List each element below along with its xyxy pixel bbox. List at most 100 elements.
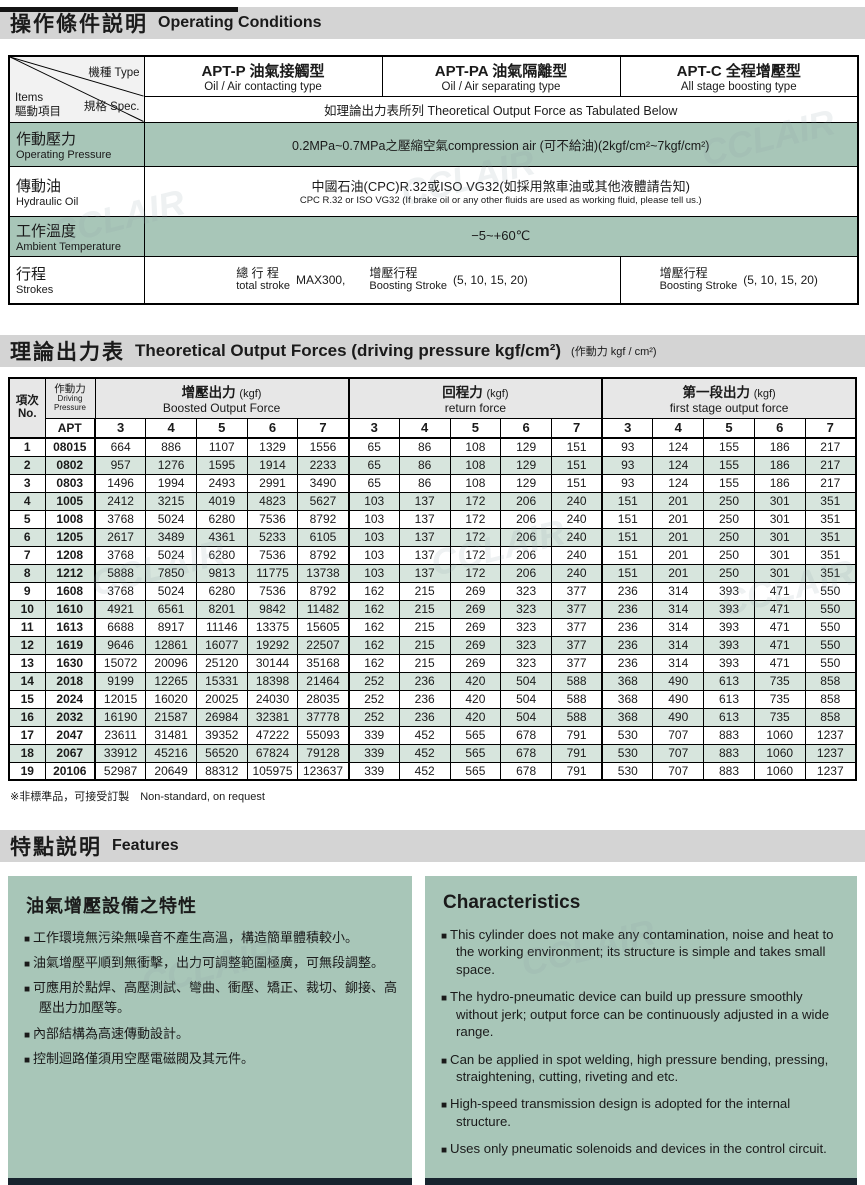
apt-header: APT [44,417,96,439]
corner-items-label: Items [15,92,44,104]
force-value-cell: 252 [347,707,400,727]
force-value-cell: 93 [601,437,654,457]
force-value-cell: 4921 [94,599,147,619]
force-value-cell: 735 [753,689,806,709]
force-value-cell: 172 [449,509,502,529]
force-value-cell: 172 [449,545,502,565]
features-list-en: This cylinder does not make any contamin… [441,926,843,1158]
force-value-cell: 240 [550,527,603,547]
force-value-cell: 20096 [145,653,197,673]
features-list-zh: 工作環境無污染無噪音不產生高溫，構造簡單體積較小。油氣增壓平順到無衝擊，出力可調… [24,928,398,1069]
force-value-cell: 377 [550,581,603,601]
force-value-cell: 3215 [145,491,197,511]
force-value-cell: 858 [804,707,857,727]
pressure-col-header: 7 [550,417,603,439]
force-value-cell: 18398 [246,671,299,691]
force-value-cell: 368 [601,671,654,691]
force-value-cell: 5024 [145,509,197,529]
force-value-cell: 240 [550,563,603,583]
force-value-cell: 215 [398,635,451,655]
section-title-zh: 操作條件説明 [10,13,148,36]
force-value-cell: 301 [753,527,806,547]
force-value-cell: 791 [550,743,603,763]
force-value-cell: 883 [703,743,755,763]
force-value-cell: 1994 [145,473,197,493]
force-value-cell: 301 [753,563,806,583]
force-value-cell: 351 [804,509,857,529]
pressure-col-header: 3 [94,417,147,439]
force-value-cell: 56520 [195,743,248,763]
force-value-cell: 186 [753,473,806,493]
force-value-cell: 217 [804,437,857,457]
force-value-cell: 490 [652,689,705,709]
force-value-cell: 565 [449,761,502,781]
force-value-cell: 393 [703,635,755,655]
force-value-cell: 28035 [297,689,350,709]
output-table-row: 11 1613 6688 8917 11146 13375 15605 162 215 269 32… [8,617,857,637]
force-value-cell: 530 [601,743,654,763]
output-table-row: 12 1619 9646 12861 16077 19292 22507 162 215 269 3… [8,635,857,655]
total-stroke-en: total stroke [236,280,291,293]
feature-item: 可應用於點焊、高壓測試、彎曲、衝壓、矯正、裁切、鉚接、高壓出力加壓等。 [24,978,398,1018]
apt-model-cell: 1630 [44,653,96,673]
force-value-cell: 129 [500,473,552,493]
force-value-cell: 5024 [145,581,197,601]
pressure-col-header: 6 [246,417,299,439]
force-value-cell: 151 [601,509,654,529]
force-value-cell: 6688 [94,617,147,637]
force-value-cell: 323 [500,653,552,673]
row-number-cell: 3 [8,473,46,493]
type-model: APT-P 油氣接觸型 [201,62,325,80]
force-value-cell: 883 [703,761,755,781]
force-value-cell: 1496 [94,473,147,493]
force-value-cell: 393 [703,653,755,673]
force-value-cell: 86 [398,437,451,457]
force-value-cell: 201 [652,491,705,511]
force-value-cell: 37778 [297,707,350,727]
force-value-cell: 377 [550,599,603,619]
driving-pressure-en2: Pressure [53,402,86,412]
label-zh: 作動壓力 [16,130,77,148]
force-value-cell: 1595 [195,455,248,475]
force-value-cell: 6280 [195,581,248,601]
force-value-cell: 11482 [297,599,350,619]
force-value-cell: 550 [804,653,857,673]
force-value-cell: 15072 [94,653,147,673]
force-value-cell: 9842 [246,599,299,619]
force-value-cell: 490 [652,707,705,727]
row-number-cell: 7 [8,545,46,565]
feature-item: Can be applied in spot welding, high pre… [441,1051,843,1086]
force-value-cell: 7536 [246,509,299,529]
force-value-cell: 16020 [145,689,197,709]
force-value-cell: 2617 [94,527,147,547]
force-value-cell: 206 [500,491,552,511]
force-value-cell: 377 [550,617,603,637]
force-value-cell: 351 [804,527,857,547]
section-title-zh: 理論出力表 [10,341,125,364]
force-value-cell: 201 [652,527,705,547]
force-value-cell: 236 [398,671,451,691]
force-value-cell: 93 [601,455,654,475]
force-value-cell: 3768 [94,509,147,529]
force-value-cell: 13375 [246,617,299,637]
boost-stroke-zh: 增壓行程 [659,266,708,281]
oil-value-en: CPC R.32 or ISO VG32 (If brake oil or an… [299,195,702,206]
row-number-cell: 13 [8,653,46,673]
force-value-cell: 93 [601,473,654,493]
force-value-cell: 215 [398,617,451,637]
force-value-cell: 377 [550,653,603,673]
force-value-cell: 250 [703,491,755,511]
force-value-cell: 151 [601,527,654,547]
force-value-cell: 269 [449,617,502,637]
total-stroke-zh: 總 行 程 [236,266,279,281]
force-value-cell: 1329 [246,437,299,457]
features-panel-title-zh: 油氣增壓設備之特性 [26,896,197,916]
group-header-boosted-output: 增壓出力 (kgf) Boosted Output Force [94,377,350,419]
apt-model-cell: 2067 [44,743,96,763]
force-value-cell: 1060 [753,743,806,763]
force-value-cell: 172 [449,527,502,547]
force-value-cell: 79128 [297,743,350,763]
force-value-cell: 301 [753,545,806,565]
force-value-cell: 5024 [145,545,197,565]
force-value-cell: 25120 [195,653,248,673]
